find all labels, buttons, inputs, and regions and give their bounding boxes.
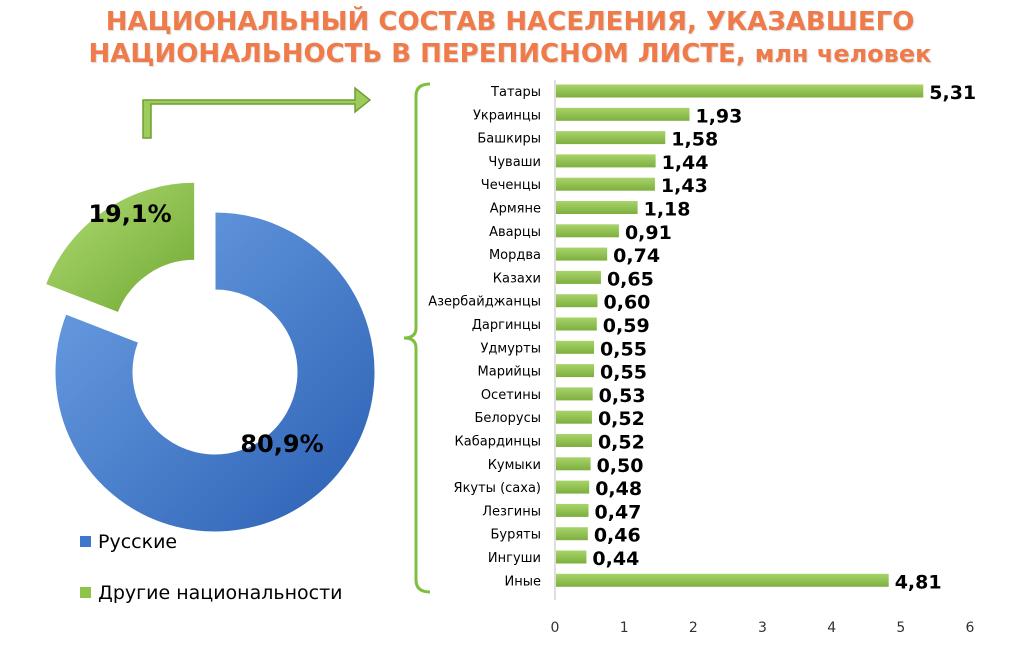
bar <box>556 457 591 471</box>
legend: Русские Другие национальности <box>80 531 343 604</box>
donut-slice-russians <box>54 211 376 533</box>
bar <box>556 410 592 424</box>
legend-label-russians: Русские <box>98 531 177 553</box>
value-label: 0,47 <box>595 501 642 523</box>
category-label: Удмурты <box>481 341 542 356</box>
chart-title-line-2: НАЦИОНАЛЬНОСТЬ В ПЕРЕПИСНОМ ЛИСТЕ, млн ч… <box>0 38 1020 70</box>
x-tick-label: 2 <box>689 620 698 636</box>
category-label: Осетины <box>481 388 541 403</box>
bar <box>556 550 587 564</box>
value-label: 0,55 <box>600 362 647 384</box>
category-label: Башкиры <box>477 132 541 147</box>
bar-chart: Татары 5,31 Украинцы 1,93 Башкиры 1,58 Чуваши 1… <box>428 80 976 636</box>
category-label: Татары <box>490 85 541 100</box>
value-label: 0,91 <box>625 222 672 244</box>
category-label: Лезгины <box>482 504 541 519</box>
legend-label-others: Другие национальности <box>98 582 343 604</box>
donut-chart: 80,9% 19,1% <box>44 181 376 533</box>
value-label: 1,43 <box>661 175 708 197</box>
bar <box>556 573 889 587</box>
category-label: Казахи <box>493 271 541 286</box>
category-label: Иные <box>505 574 542 589</box>
category-label: Ингуши <box>488 551 541 566</box>
value-label: 0,52 <box>598 432 645 454</box>
bar <box>556 434 592 447</box>
bar <box>556 503 589 517</box>
bar <box>556 527 588 541</box>
category-label: Армяне <box>490 202 541 217</box>
chart-title-line-1: НАЦИОНАЛЬНЫЙ СОСТАВ НАСЕЛЕНИЯ, УКАЗАВШЕГ… <box>105 7 915 37</box>
value-label: 0,55 <box>600 338 647 360</box>
legend-swatch-others <box>80 587 91 598</box>
donut-slice-others <box>44 181 196 314</box>
bar <box>556 201 638 214</box>
category-label: Кабардинцы <box>455 435 541 450</box>
chart-title: НАЦИОНАЛЬНЫЙ СОСТАВ НАСЕЛЕНИЯ, УКАЗАВШЕГ… <box>0 6 1020 70</box>
category-label: Азербайджанцы <box>428 295 541 310</box>
bar <box>556 84 924 98</box>
category-label: Чеченцы <box>481 178 541 193</box>
value-label: 0,60 <box>604 292 651 314</box>
value-label: 5,31 <box>929 82 976 104</box>
value-label: 0,48 <box>595 478 642 500</box>
value-label: 0,52 <box>598 408 645 430</box>
value-label: 0,53 <box>599 385 646 407</box>
bar <box>556 387 593 401</box>
donut-label-others: 19,1% <box>88 200 171 228</box>
category-label: Чуваши <box>488 155 541 170</box>
bar <box>556 270 601 284</box>
value-label: 0,74 <box>613 245 660 267</box>
value-label: 1,58 <box>671 129 718 151</box>
chart-title-line-2-text: НАЦИОНАЛЬНОСТЬ В ПЕРЕПИСНОМ ЛИСТЕ, <box>88 39 746 69</box>
category-label: Марийцы <box>478 365 541 380</box>
bar <box>556 107 690 121</box>
group-brace <box>403 82 431 594</box>
bar <box>556 480 590 494</box>
bar <box>556 247 608 261</box>
legend-swatch-russians <box>80 536 91 547</box>
bar <box>556 317 597 331</box>
connector-arrow <box>142 86 372 139</box>
category-label: Буряты <box>490 528 541 543</box>
value-label: 0,65 <box>607 268 654 290</box>
bar <box>556 340 595 354</box>
value-label: 1,18 <box>644 199 691 221</box>
bar <box>556 364 595 378</box>
x-tick-label: 1 <box>620 620 629 636</box>
category-label: Белорусы <box>474 411 541 426</box>
category-label: Кумыки <box>488 458 541 473</box>
bar <box>556 294 598 308</box>
value-label: 1,93 <box>695 105 742 127</box>
value-label: 0,59 <box>603 315 650 337</box>
x-tick-label: 4 <box>827 620 836 636</box>
value-label: 0,46 <box>594 525 641 547</box>
category-label: Якуты (саха) <box>454 481 541 496</box>
value-label: 0,50 <box>597 455 644 477</box>
x-tick-label: 5 <box>896 620 905 636</box>
bar <box>556 154 656 168</box>
category-label: Даргинцы <box>472 318 541 333</box>
x-tick-label: 6 <box>966 620 975 636</box>
chart-title-unit: млн человек <box>754 40 932 68</box>
value-label: 1,44 <box>662 152 709 174</box>
x-tick-label: 3 <box>758 620 767 636</box>
x-tick-label: 0 <box>551 620 560 636</box>
category-label: Украинцы <box>473 108 541 123</box>
bar <box>556 224 619 238</box>
category-label: Аварцы <box>489 225 541 240</box>
bar <box>556 131 666 145</box>
donut-label-russians: 80,9% <box>240 430 323 458</box>
value-label: 0,44 <box>592 548 639 570</box>
value-label: 4,81 <box>895 571 942 593</box>
category-label: Мордва <box>489 248 541 263</box>
bar <box>556 177 655 191</box>
